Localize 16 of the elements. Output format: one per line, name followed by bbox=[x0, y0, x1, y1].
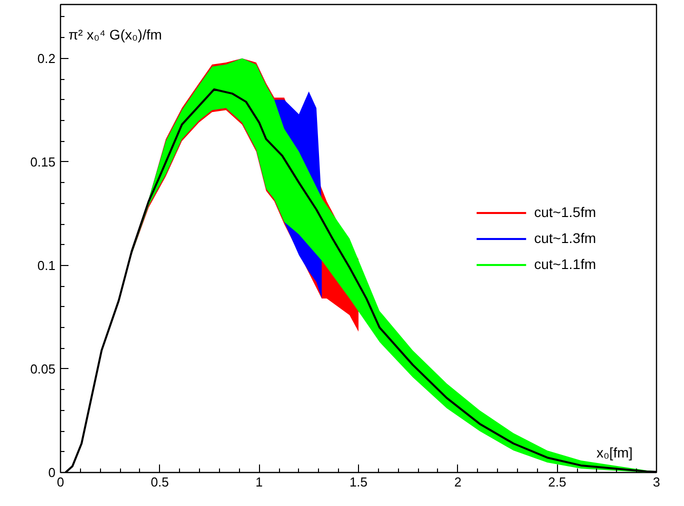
x-tick-label: 1.5 bbox=[349, 474, 368, 490]
y-tick-label: 0.2 bbox=[37, 50, 56, 66]
y-tick-label: 0.05 bbox=[30, 361, 56, 376]
legend-label: cut~1.1fm bbox=[534, 256, 596, 272]
x-tick-label: 2 bbox=[454, 474, 462, 490]
x-tick-label: 3 bbox=[652, 474, 660, 490]
x-axis-title: x₀[fm] bbox=[596, 444, 633, 460]
legend-label: cut~1.5fm bbox=[534, 204, 596, 220]
x-tick-label: 2.5 bbox=[548, 474, 566, 490]
y-axis-title: π² x₀⁴ G(x₀)/fm bbox=[68, 26, 162, 42]
y-tick-label: 0.15 bbox=[30, 154, 56, 170]
legend-label: cut~1.3fm bbox=[534, 230, 596, 246]
x-tick-label: 1 bbox=[256, 474, 263, 490]
y-tick-label: 0 bbox=[48, 465, 56, 480]
x-tick-label: 0.5 bbox=[150, 474, 169, 490]
y-tick-label: 0.1 bbox=[37, 258, 56, 273]
